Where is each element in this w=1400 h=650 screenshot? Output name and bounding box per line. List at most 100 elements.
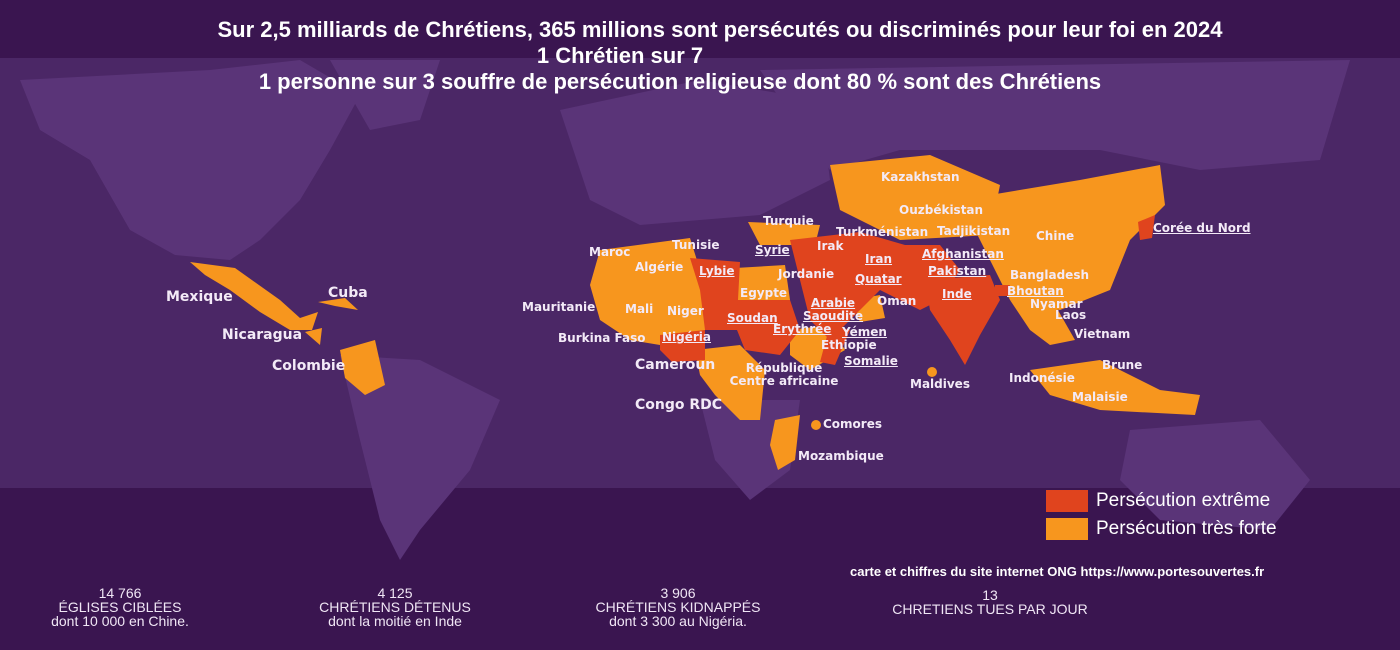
region-indonesia: [1030, 360, 1200, 415]
country-label-ouzbekistan: Ouzbékistan: [899, 203, 984, 217]
legend-label-extreme: Persécution extrême: [1096, 490, 1271, 511]
country-label-burkina-faso: Burkina Faso: [558, 331, 646, 345]
legend-item-very-strong: Persécution très forte: [1046, 516, 1277, 542]
country-label-somalie: Somalie: [844, 354, 898, 368]
country-label-mauritanie: Mauritanie: [522, 300, 596, 314]
headline-ratio: 1 Chrétien sur 7: [536, 43, 704, 68]
country-label-soudan: Soudan: [727, 311, 778, 325]
country-label-irak: Irak: [817, 239, 844, 253]
country-label-comores: Comores: [823, 417, 882, 431]
country-label-ethiopie: Ethiopie: [821, 338, 877, 352]
region-north-west-africa: [590, 238, 720, 345]
country-label-bhoutan: Bhoutan: [1007, 284, 1064, 298]
swatch-very-strong: [1046, 518, 1088, 540]
country-label-syrie: Syrie: [755, 243, 790, 257]
region-central-africa: [695, 345, 765, 420]
country-label-mali: Mali: [625, 302, 654, 316]
country-label-algerie: Algérie: [635, 260, 684, 274]
region-india: [925, 275, 1000, 365]
legend: Persécution extrême Persécution très for…: [1046, 488, 1277, 544]
country-label-afghanistan: Afghanistan: [922, 247, 1004, 261]
stat-detail: dont 3 300 au Nigéria.: [609, 613, 747, 629]
country-label-vietnam: Vietnam: [1074, 327, 1131, 341]
country-label-bangladesh: Bangladesh: [1010, 268, 1090, 282]
country-label-nigeria: Nigéria: [662, 330, 712, 344]
stat-killed: 13 CHRETIENS TUES PAR JOUR: [870, 588, 1110, 616]
region-southeast-asia: [1010, 300, 1075, 345]
country-label-brune: Brune: [1102, 358, 1143, 372]
country-label-malaisie: Malaisie: [1072, 390, 1128, 404]
stat-kidnapped: 3 906 CHRÉTIENS KIDNAPPÉS dont 3 300 au …: [568, 586, 788, 628]
stat-number: 13: [982, 587, 998, 603]
country-label-kazakhstan: Kazakhstan: [881, 170, 960, 184]
land-australia: [1120, 420, 1310, 530]
stat-label: CHRÉTIENS KIDNAPPÉS: [595, 599, 761, 615]
country-label-arabie-saoudite: Arabie Saoudite: [802, 296, 864, 323]
region-mozambique: [770, 415, 800, 470]
region-comores: [811, 420, 821, 430]
region-maldives: [927, 367, 937, 377]
region-nicaragua: [305, 328, 322, 345]
headline-main: Sur 2,5 milliards de Chrétiens, 365 mill…: [217, 17, 1223, 42]
country-label-jordanie: Jordanie: [778, 267, 835, 281]
country-label-mozambique: Mozambique: [798, 449, 884, 463]
stat-detail: dont la moitié en Inde: [328, 613, 462, 629]
land-greenland: [330, 60, 440, 130]
stat-number: 3 906: [660, 585, 696, 601]
country-label-turquie: Turquie: [763, 214, 814, 228]
land-south-america: [340, 355, 500, 560]
country-label-maroc: Maroc: [589, 245, 631, 259]
country-label-coree-du-nord: Corée du Nord: [1153, 221, 1251, 235]
country-label-rca: République Centre africaine: [729, 361, 839, 388]
country-label-tadjikistan: Tadjikistan: [937, 224, 1011, 238]
country-label-egypte: Egypte: [740, 286, 788, 300]
headline-religious: 1 personne sur 3 souffre de persécution …: [258, 69, 1102, 94]
stat-label: ÉGLISES CIBLÉES: [58, 599, 182, 615]
stat-label: CHRÉTIENS DÉTENUS: [319, 599, 471, 615]
region-china: [960, 165, 1165, 310]
country-label-oman: Oman: [877, 294, 917, 308]
region-bhutan: [995, 285, 1010, 296]
country-label-iran: Iran: [865, 252, 893, 266]
land-europe: [560, 80, 830, 225]
region-nigeria: [660, 330, 705, 362]
source-credit: carte et chiffres du site internet ONG h…: [850, 564, 1265, 579]
country-label-cuba: Cuba: [328, 285, 368, 301]
country-label-niger: Niger: [667, 304, 704, 318]
land-north-america: [20, 60, 360, 260]
extreme-regions: [660, 215, 1155, 365]
country-label-cameroun: Cameroun: [635, 357, 716, 373]
country-label-turkmenistan: Turkménistan: [836, 225, 929, 239]
country-label-mexique: Mexique: [166, 289, 233, 305]
region-central-asia: [830, 155, 1000, 240]
stat-number: 4 125: [377, 585, 413, 601]
land-russia: [760, 60, 1350, 170]
stat-number: 14 766: [98, 585, 142, 601]
very-strong-regions: [190, 155, 1200, 470]
region-north-korea: [1138, 215, 1155, 240]
stat-label: CHRETIENS TUES PAR JOUR: [892, 601, 1088, 617]
region-somalia: [820, 325, 850, 365]
region-colombia: [340, 340, 385, 395]
region-cuba: [318, 298, 358, 310]
country-label-pakistan: Pakistan: [928, 264, 987, 278]
country-label-colombie: Colombie: [272, 358, 346, 374]
country-label-nyamar: Nyamar: [1030, 297, 1083, 311]
stat-churches: 14 766 ÉGLISES CIBLÉES dont 10 000 en Ch…: [20, 586, 220, 628]
country-label-laos: Laos: [1055, 308, 1087, 322]
legend-item-extreme: Persécution extrême: [1046, 488, 1277, 514]
legend-label-very-strong: Persécution très forte: [1096, 518, 1277, 539]
region-sudan: [735, 300, 800, 355]
country-label-inde: Inde: [942, 287, 972, 301]
stat-detail: dont 10 000 en Chine.: [51, 613, 189, 629]
country-label-indonesie: Indonésie: [1009, 371, 1075, 385]
country-label-quatar: Quatar: [855, 272, 902, 286]
country-label-lybie: Lybie: [699, 264, 735, 278]
country-label-chine: Chine: [1036, 229, 1075, 243]
country-label-nicaragua: Nicaragua: [222, 327, 303, 343]
country-label-erythree: Erythrée: [773, 322, 832, 336]
country-label-congo-rdc: Congo RDC: [635, 397, 723, 413]
stat-detained: 4 125 CHRÉTIENS DÉTENUS dont la moitié e…: [295, 586, 495, 628]
swatch-extreme: [1046, 490, 1088, 512]
